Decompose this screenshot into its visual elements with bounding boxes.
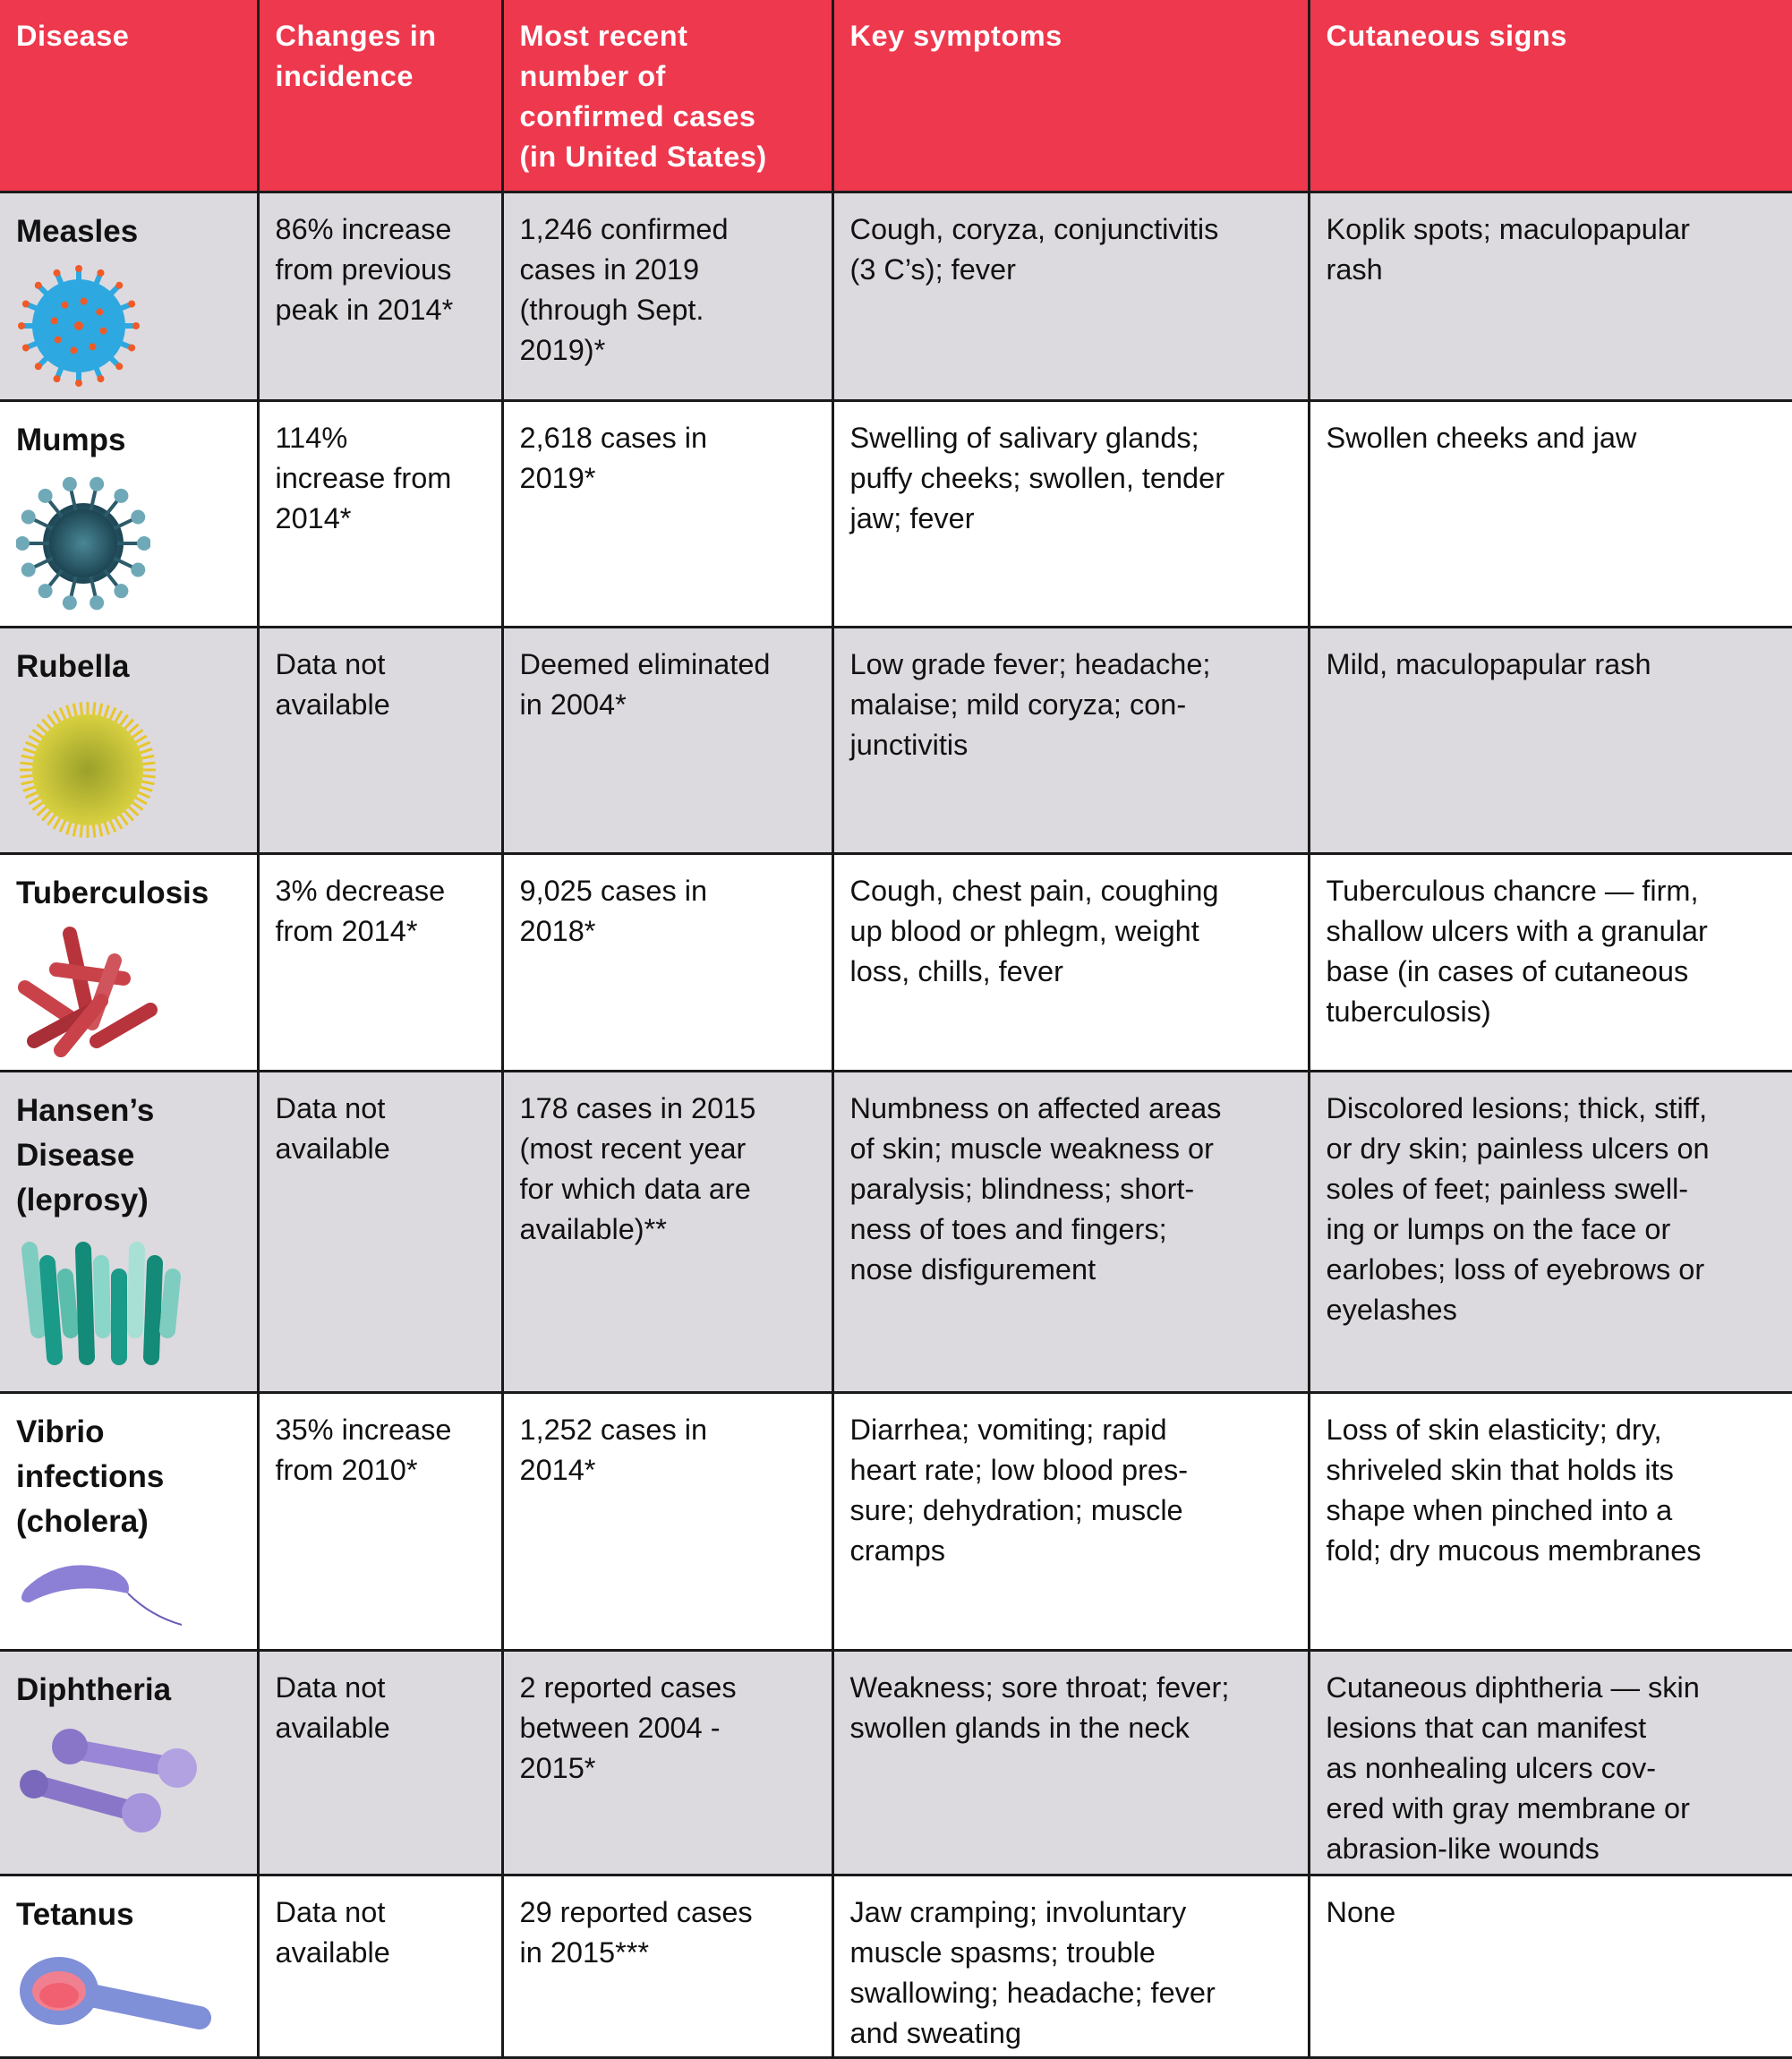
table-row: Diphtheria Data not available 2 reported… [0, 1649, 1792, 1876]
table-row: Hansen’s Disease (leprosy) Data not avai… [0, 1070, 1792, 1394]
cutaneous-signs-cell: Tuberculous chancre — firm, shallow ulce… [1307, 852, 1792, 1072]
disease-cell: Tuberculosis [0, 852, 260, 1072]
incidence-change-cell: Data not available [256, 626, 504, 855]
confirmed-cases-cell: 29 reported cases in 2015*** [500, 1874, 834, 2059]
disease-cell: Rubella [0, 626, 260, 855]
cutaneous-signs-cell: Discolored lesions; thick, stiff, or dry… [1307, 1070, 1792, 1394]
key-symptoms-cell: Weakness; sore throat; fever; swollen gl… [831, 1649, 1310, 1876]
header-disease: Disease [0, 0, 260, 193]
rubella-virus-icon [16, 698, 241, 851]
key-symptoms-cell: Jaw cramping; involuntary muscle spasms;… [831, 1874, 1310, 2059]
cutaneous-signs-cell: Koplik spots; maculopapular rash [1307, 191, 1792, 402]
leprosy-bacteria-icon [16, 1232, 241, 1386]
table-row: Tuberculosis 3% decrease from 2014* 9,02… [0, 852, 1792, 1072]
disease-cell: Mumps [0, 399, 260, 628]
confirmed-cases-cell: 9,025 cases in 2018* [500, 852, 834, 1072]
header-changes-in-incidence: Changes in incidence [256, 0, 504, 193]
tetanus-bacteria-icon [16, 1946, 241, 2055]
disease-cell: Tetanus [0, 1874, 260, 2059]
key-symptoms-cell: Cough, chest pain, coughing up blood or … [831, 852, 1310, 1072]
disease-cell: Measles [0, 191, 260, 402]
key-symptoms-cell: Low grade fever; headache; malaise; mild… [831, 626, 1310, 855]
table-row: Measles 86% increase from previous peak … [0, 191, 1792, 402]
cutaneous-signs-cell: Mild, maculopapular rash [1307, 626, 1792, 855]
disease-name: Diphtheria [16, 1672, 172, 1707]
incidence-change-cell: Data not available [256, 1874, 504, 2059]
incidence-change-cell: 35% increase from 2010* [256, 1391, 504, 1652]
mumps-virus-icon [15, 472, 241, 625]
confirmed-cases-cell: 1,246 confirmed cases in 2019 (through S… [500, 191, 834, 402]
key-symptoms-cell: Numbness on affected areas of skin; musc… [831, 1070, 1310, 1394]
disease-cell: Vibrio infections (cholera) [0, 1391, 260, 1652]
incidence-change-cell: Data not available [256, 1070, 504, 1394]
table-row: Tetanus Data not available 29 reported c… [0, 1874, 1792, 2059]
tuberculosis-bacteria-icon [16, 925, 241, 1069]
cutaneous-signs-cell: Swollen cheeks and jaw [1307, 399, 1792, 628]
incidence-change-cell: 3% decrease from 2014* [256, 852, 504, 1072]
incidence-change-cell: 114% increase from 2014* [256, 399, 504, 628]
confirmed-cases-cell: 178 cases in 2015 (most recent year for … [500, 1070, 834, 1394]
key-symptoms-cell: Diarrhea; vomiting; rapid heart rate; lo… [831, 1391, 1310, 1652]
incidence-change-cell: Data not available [256, 1649, 504, 1876]
diphtheria-bacteria-icon [16, 1722, 241, 1849]
key-symptoms-cell: Cough, coryza, conjunctivitis (3 C’s); f… [831, 191, 1310, 402]
header-key-symptoms: Key symptoms [831, 0, 1310, 193]
disease-name: Tetanus [16, 1897, 134, 1932]
disease-name: Tuberculosis [16, 876, 209, 910]
table-row: Vibrio infections (cholera) 35% increase… [0, 1391, 1792, 1652]
confirmed-cases-cell: Deemed eliminated in 2004* [500, 626, 834, 855]
disease-cell: Hansen’s Disease (leprosy) [0, 1070, 260, 1394]
disease-name: Rubella [16, 649, 130, 684]
disease-name: Measles [16, 214, 139, 249]
key-symptoms-cell: Swelling of salivary glands; puffy cheek… [831, 399, 1310, 628]
disease-name: Mumps [16, 423, 126, 457]
confirmed-cases-cell: 1,252 cases in 2014* [500, 1391, 834, 1652]
table-row: Mumps 114% increase from 2014* 2,618 cas… [0, 399, 1792, 628]
disease-name: Vibrio infections (cholera) [16, 1414, 165, 1539]
confirmed-cases-cell: 2,618 cases in 2019* [500, 399, 834, 628]
disease-name: Hansen’s Disease (leprosy) [16, 1093, 155, 1217]
cutaneous-signs-cell: Loss of skin elasticity; dry, shriveled … [1307, 1391, 1792, 1652]
incidence-change-cell: 86% increase from previous peak in 2014* [256, 191, 504, 402]
header-row: Disease Changes in incidence Most recent… [0, 0, 1792, 193]
disease-cell: Diphtheria [0, 1649, 260, 1876]
cutaneous-signs-cell: Cutaneous diphtheria — skin lesions that… [1307, 1649, 1792, 1876]
confirmed-cases-cell: 2 reported cases between 2004 - 2015* [500, 1649, 834, 1876]
table-row: Rubella Data not available Deemed elimin… [0, 626, 1792, 855]
measles-virus-icon [16, 263, 241, 398]
header-cutaneous-signs: Cutaneous signs [1307, 0, 1792, 193]
header-recent-cases: Most recent number of confirmed cases (i… [500, 0, 834, 193]
vibrio-bacteria-icon [16, 1553, 241, 1645]
cutaneous-signs-cell: None [1307, 1874, 1792, 2059]
